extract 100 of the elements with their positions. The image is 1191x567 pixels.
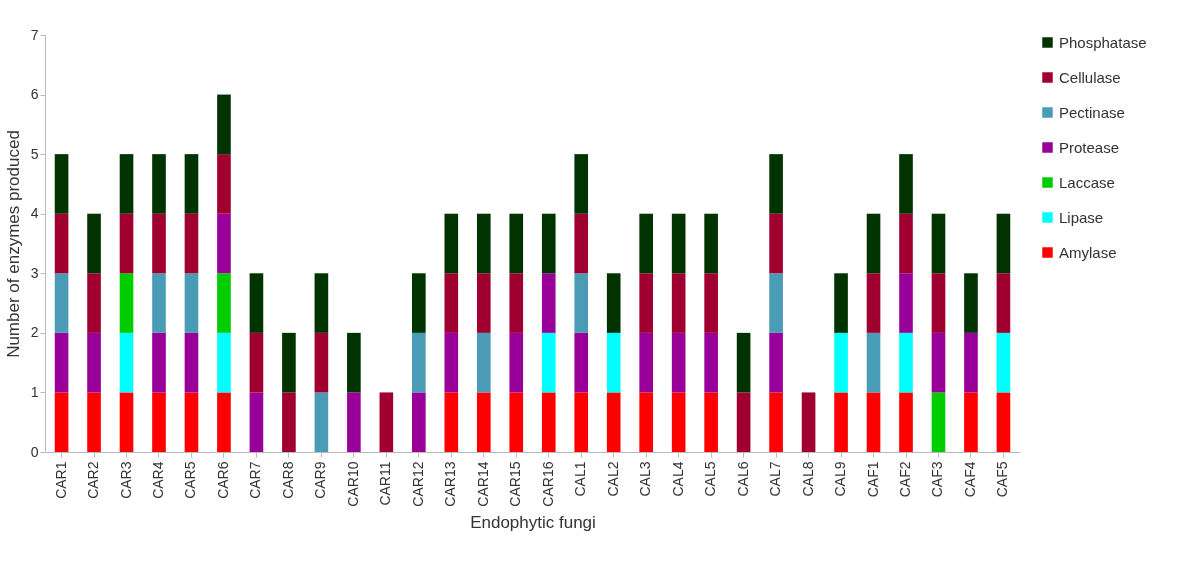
bar	[379, 392, 394, 452]
bar	[769, 213, 783, 274]
bar	[671, 213, 686, 274]
bar	[184, 273, 199, 333]
legend-label: Lipase	[1059, 208, 1104, 226]
bar	[249, 273, 264, 333]
y-axis-title: Number of enzymes produced	[3, 130, 23, 358]
x-tick-label: CAF5	[994, 461, 1011, 498]
bar	[152, 154, 166, 214]
bar	[509, 273, 524, 333]
bar	[314, 332, 329, 393]
bar	[834, 332, 848, 393]
x-tick-label: CAR15	[507, 461, 524, 507]
bar	[184, 332, 199, 393]
bar	[671, 332, 686, 393]
x-tick-label: CAL6	[734, 461, 751, 497]
bar	[606, 273, 621, 333]
bar	[476, 332, 491, 393]
legend-label: Laccase	[1059, 173, 1115, 191]
bar	[541, 273, 556, 333]
bar	[217, 332, 231, 393]
bar	[476, 392, 491, 452]
legend-label: Cellulase	[1059, 68, 1121, 86]
bar	[639, 213, 653, 274]
bar	[996, 273, 1011, 333]
bar	[834, 392, 848, 452]
bar	[87, 273, 101, 333]
bar	[606, 332, 621, 393]
bar	[249, 332, 264, 393]
bar	[184, 213, 199, 274]
x-tick-label: CAR14	[474, 461, 491, 507]
bar	[184, 154, 199, 214]
bar	[574, 273, 589, 333]
bar	[509, 392, 524, 452]
y-tick-label: 3	[30, 264, 39, 281]
bar	[866, 332, 881, 393]
bar	[574, 332, 589, 393]
x-tick-label: CAR10	[344, 461, 361, 507]
bar	[931, 392, 946, 452]
bar	[314, 273, 329, 333]
bar	[834, 273, 848, 333]
bar	[574, 154, 589, 214]
bar	[152, 392, 166, 452]
bar	[996, 332, 1011, 393]
bar	[736, 332, 751, 393]
bar	[444, 213, 459, 274]
x-tick-label: CAF1	[864, 461, 881, 498]
bar	[769, 154, 783, 214]
bar	[87, 392, 101, 452]
bar	[54, 273, 69, 333]
bar	[736, 392, 751, 452]
legend-label: Phosphatase	[1059, 33, 1147, 51]
bar	[152, 332, 166, 393]
bar	[931, 332, 946, 393]
bar	[217, 94, 231, 155]
y-tick-label: 2	[30, 324, 39, 341]
bar	[314, 392, 329, 452]
x-tick-label: CAR9	[312, 461, 329, 499]
bar	[152, 213, 166, 274]
bar	[639, 273, 653, 333]
bar	[671, 392, 686, 452]
x-tick-label: CAL1	[572, 461, 589, 497]
bar	[347, 332, 361, 393]
bar	[606, 392, 621, 452]
legend-label: Pectinase	[1059, 103, 1125, 121]
legend-label: Amylase	[1059, 243, 1117, 261]
bar	[282, 392, 296, 452]
x-tick-label: CAR6	[214, 461, 231, 499]
bar	[87, 213, 101, 274]
x-tick-label: CAR5	[182, 461, 199, 499]
bar	[964, 392, 978, 452]
bar	[866, 273, 881, 333]
x-tick-label: CAL9	[832, 461, 849, 497]
y-tick-label: 6	[30, 86, 39, 103]
bar	[899, 273, 913, 333]
bar	[704, 332, 718, 393]
bar	[412, 332, 426, 393]
x-tick-label: CAL4	[669, 461, 686, 497]
x-tick-label: CAR7	[247, 461, 264, 499]
y-tick-label: 7	[30, 26, 39, 43]
bar	[899, 392, 913, 452]
bar	[476, 273, 491, 333]
bar	[964, 332, 978, 393]
y-tick-label: 1	[30, 383, 39, 400]
bar	[347, 392, 361, 452]
bar	[899, 154, 913, 214]
bar	[119, 213, 134, 274]
bar	[54, 154, 69, 214]
legend-label: Protease	[1059, 138, 1120, 156]
bar	[54, 213, 69, 274]
x-tick-label: CAR8	[279, 461, 296, 499]
bar	[541, 213, 556, 274]
bar	[54, 332, 69, 393]
x-tick-label: CAR1	[52, 461, 69, 499]
bar	[866, 213, 881, 274]
bar	[671, 273, 686, 333]
x-tick-label: CAR2	[85, 461, 102, 499]
x-tick-label: CAL7	[767, 461, 784, 497]
bar	[152, 273, 166, 333]
y-tick-label: 0	[30, 443, 39, 460]
